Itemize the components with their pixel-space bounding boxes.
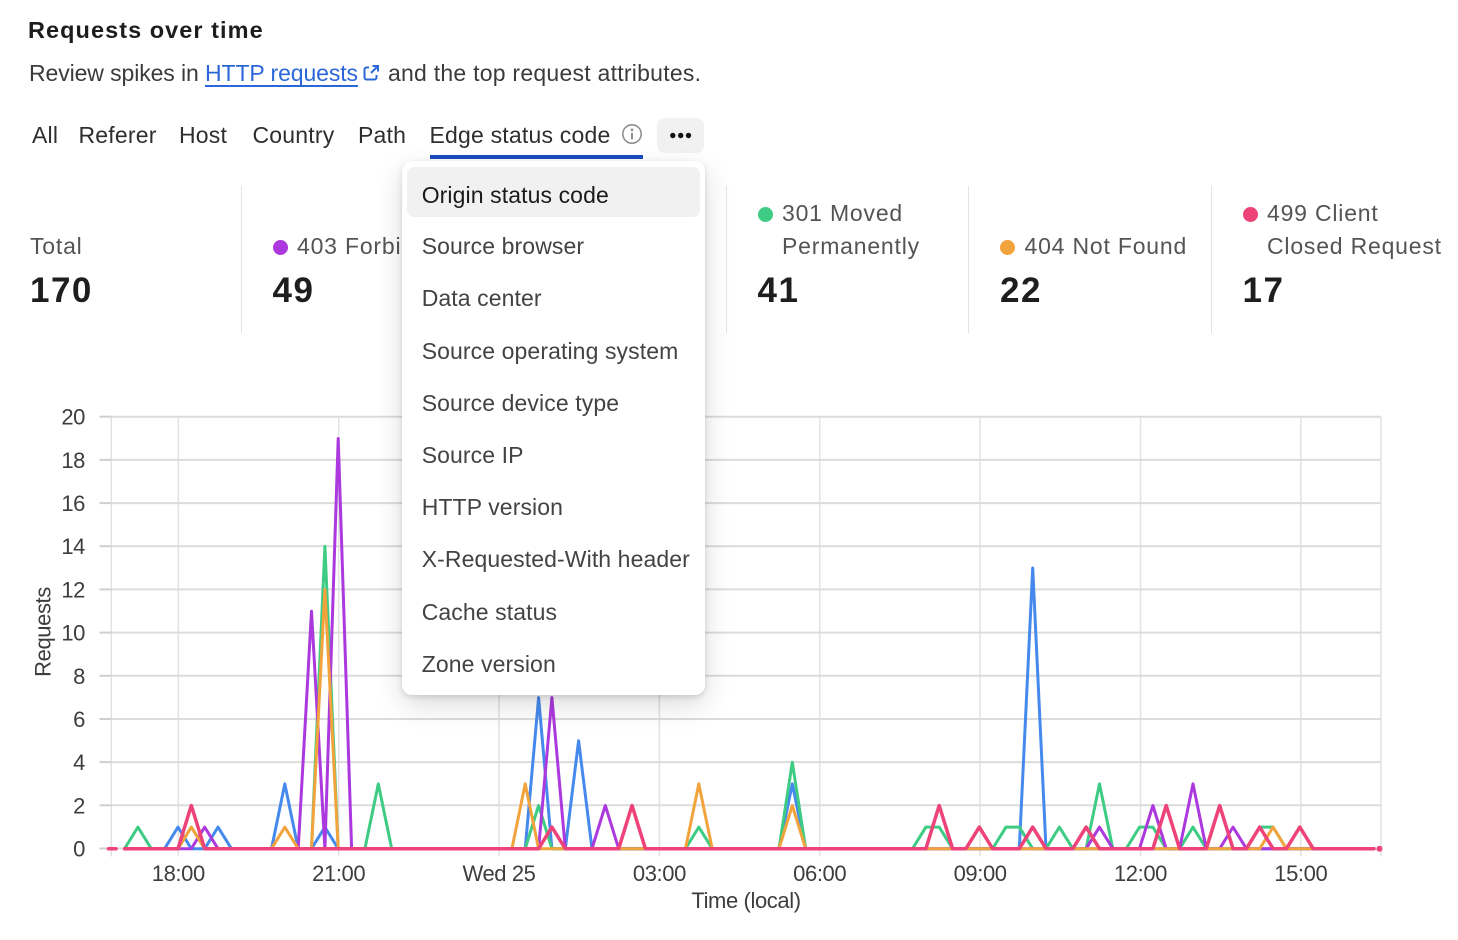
svg-text:09:00: 09:00 (954, 861, 1007, 886)
svg-text:12: 12 (61, 577, 85, 602)
svg-text:14: 14 (61, 534, 85, 559)
svg-text:8: 8 (73, 664, 85, 689)
svg-text:20: 20 (61, 405, 85, 430)
svg-text:12:00: 12:00 (1114, 861, 1167, 886)
svg-text:4: 4 (73, 750, 85, 775)
svg-text:10: 10 (61, 621, 85, 646)
svg-text:21:00: 21:00 (312, 861, 365, 886)
svg-text:Wed 25: Wed 25 (462, 861, 535, 886)
svg-text:6: 6 (73, 707, 85, 732)
svg-text:2: 2 (73, 793, 85, 818)
svg-text:06:00: 06:00 (793, 861, 846, 886)
svg-text:0: 0 (73, 837, 85, 862)
svg-text:16: 16 (61, 491, 85, 516)
svg-text:03:00: 03:00 (633, 861, 686, 886)
svg-text:Requests: Requests (31, 587, 56, 677)
svg-text:15:00: 15:00 (1274, 861, 1327, 886)
svg-text:18: 18 (61, 448, 85, 473)
svg-text:Time (local): Time (local) (691, 888, 800, 913)
svg-text:18:00: 18:00 (152, 861, 205, 886)
